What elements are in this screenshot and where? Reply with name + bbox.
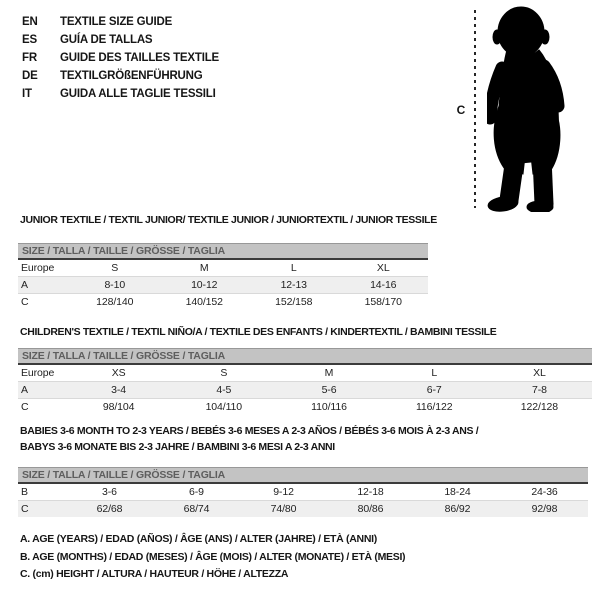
row-label: C [21,401,29,413]
height-value: 110/116 [311,401,347,413]
size-header: M [199,262,209,274]
age-value: 12-13 [280,279,307,291]
height-value: 86/92 [444,503,471,515]
size-header: L [431,367,438,379]
language-code: FR [22,52,37,64]
language-row-it: IT GUIDA ALLE TAGLIE TESSILI [22,85,219,103]
footnotes: A. AGE (YEARS) / EDAD (AÑOS) / ÂGE (ANS)… [20,531,406,584]
divider [18,258,428,260]
age-value: 24-36 [531,486,558,498]
language-label: GUÍA DE TALLAS [60,34,153,46]
junior-section-title: JUNIOR TEXTILE / TEXTIL JUNIOR/ TEXTILE … [20,214,437,226]
region-header: Europe [21,262,55,274]
language-list: EN TEXTILE SIZE GUIDE ES GUÍA DE TALLAS … [22,13,219,103]
height-marker-label: C [456,103,466,117]
babies-title-line2: BABYS 3-6 MONATE BIS 2-3 JAHRE / BAMBINI… [20,441,335,453]
footnote-age-months: B. AGE (MONTHS) / EDAD (MESES) / ÂGE (MO… [20,550,406,563]
age-value: 9-12 [273,486,294,498]
size-header: XS [111,367,126,379]
age-value: 7-8 [531,384,547,396]
toddler-silhouette-image [487,6,565,212]
row-label: C [21,503,29,515]
age-value: 18-24 [444,486,471,498]
row-label: A [21,279,28,291]
height-value: 98/104 [102,401,135,413]
height-value: 74/80 [270,503,297,515]
language-code: ES [22,34,37,46]
children-section-title: CHILDREN'S TEXTILE / TEXTIL NIÑO/A / TEX… [20,326,497,338]
babies-size-table: SIZE / TALLA / TAILLE / GRÖSSE / TAGLIA … [18,467,588,517]
table-row-height: C 98/104 104/110 110/116 116/122 122/128 [18,398,592,415]
height-dashed-line [474,10,476,208]
language-code: IT [22,88,32,100]
height-value: 158/170 [364,296,402,308]
size-header: XL [533,367,546,379]
babies-title-line1: BABIES 3-6 MONTH TO 2-3 YEARS / BEBÉS 3-… [20,425,479,437]
height-value: 62/68 [96,503,123,515]
height-value: 92/98 [531,503,558,515]
table-row-height: C 62/68 68/74 74/80 80/86 86/92 92/98 [18,500,588,517]
age-value: 10-12 [191,279,218,291]
language-label: TEXTILGRÖßENFÜHRUNG [60,70,203,82]
table-row-age-months: B 3-6 6-9 9-12 12-18 18-24 24-36 [18,484,588,500]
row-label: A [21,384,28,396]
size-header-bar: SIZE / TALLA / TAILLE / GRÖSSE / TAGLIA [18,348,592,363]
size-header: S [111,262,119,274]
height-value: 122/128 [520,401,559,413]
language-code: DE [22,70,38,82]
footnote-height: C. (cm) HEIGHT / ALTURA / HAUTEUR / HÖHE… [20,568,289,580]
height-value: 140/152 [185,296,223,308]
height-value: 68/74 [183,503,210,515]
language-label: GUIDE DES TAILLES TEXTILE [60,52,219,64]
table-header-row: Europe XS S M L XL [18,365,592,381]
age-value: 3-6 [102,486,117,498]
table-header-row: Europe S M L XL [18,260,428,276]
language-label: GUIDA ALLE TAGLIE TESSILI [60,88,216,100]
height-value: 152/158 [275,296,313,308]
size-header: M [324,367,334,379]
size-header-bar: SIZE / TALLA / TAILLE / GRÖSSE / TAGLIA [18,243,428,258]
language-code: EN [22,16,38,28]
height-value: 104/110 [205,401,243,413]
age-value: 6-9 [189,486,204,498]
language-row-fr: FR GUIDE DES TAILLES TEXTILE [22,49,219,67]
height-value: 80/86 [357,503,384,515]
age-value: 6-7 [426,384,442,396]
row-label: C [21,296,29,308]
table-row-age: A 8-10 10-12 12-13 14-16 [18,276,428,293]
table-row-height: C 128/140 140/152 152/158 158/170 [18,293,428,310]
language-row-es: ES GUÍA DE TALLAS [22,31,219,49]
size-header: S [220,367,228,379]
divider [18,482,588,484]
region-header: Europe [21,367,55,379]
language-row-en: EN TEXTILE SIZE GUIDE [22,13,219,31]
babies-section-title: BABIES 3-6 MONTH TO 2-3 YEARS / BEBÉS 3-… [20,423,592,455]
children-size-table: SIZE / TALLA / TAILLE / GRÖSSE / TAGLIA … [18,348,592,415]
age-value: 5-6 [321,384,337,396]
size-header-bar: SIZE / TALLA / TAILLE / GRÖSSE / TAGLIA [18,467,588,482]
size-header: XL [376,262,390,274]
footnote-age-years: A. AGE (YEARS) / EDAD (AÑOS) / ÂGE (ANS)… [20,533,377,545]
row-label: B [21,486,28,498]
divider [18,363,592,365]
language-label: TEXTILE SIZE GUIDE [60,16,173,28]
table-row-age: A 3-4 4-5 5-6 6-7 7-8 [18,381,592,398]
height-value: 128/140 [96,296,134,308]
age-value: 8-10 [104,279,126,291]
junior-size-table: SIZE / TALLA / TAILLE / GRÖSSE / TAGLIA … [18,243,428,310]
age-value: 3-4 [111,384,127,396]
size-header: L [290,262,297,274]
age-value: 12-18 [357,486,384,498]
age-value: 4-5 [216,384,232,396]
height-value: 116/122 [415,401,453,413]
language-row-de: DE TEXTILGRÖßENFÜHRUNG [22,67,219,85]
age-value: 14-16 [370,279,397,291]
